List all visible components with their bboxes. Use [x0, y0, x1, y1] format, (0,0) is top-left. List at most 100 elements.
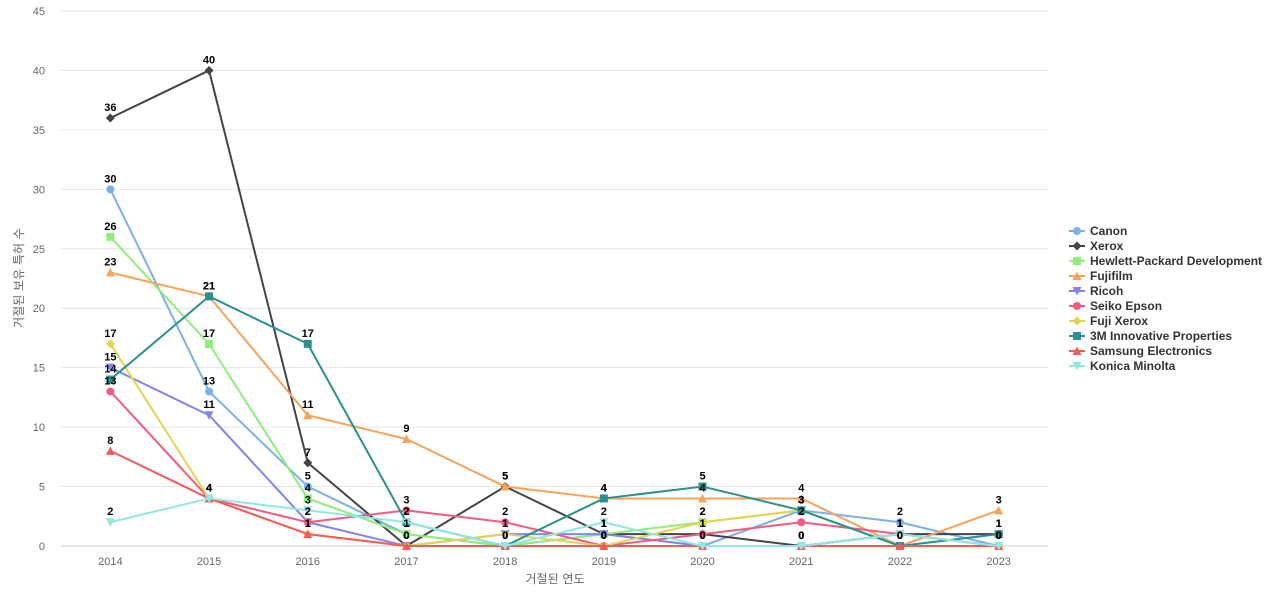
- data-label: 0: [798, 530, 804, 542]
- data-point[interactable]: [204, 411, 214, 420]
- legend-marker: [1072, 241, 1082, 250]
- data-label: 4: [206, 482, 213, 494]
- data-label: 3: [798, 494, 804, 506]
- data-point[interactable]: [303, 506, 313, 515]
- data-point[interactable]: [105, 518, 115, 527]
- data-point[interactable]: [303, 529, 313, 539]
- data-point[interactable]: [698, 482, 707, 491]
- legend-item[interactable]: 3M Innovative Properties: [1068, 328, 1262, 343]
- data-label: 0: [502, 530, 508, 542]
- data-point[interactable]: [402, 530, 411, 539]
- data-label: 0: [403, 530, 409, 542]
- data-label: 0: [897, 530, 903, 542]
- legend-item[interactable]: Seiko Epson: [1068, 298, 1262, 313]
- data-label: 0: [996, 530, 1002, 542]
- data-label: 8: [107, 435, 113, 447]
- data-label: 0: [699, 530, 705, 542]
- legend-item[interactable]: Konica Minolta: [1068, 358, 1262, 373]
- data-point[interactable]: [994, 530, 1003, 539]
- data-point[interactable]: [994, 542, 1004, 551]
- data-point[interactable]: [895, 541, 905, 551]
- data-point[interactable]: [303, 482, 312, 491]
- data-label: 1: [601, 518, 607, 530]
- data-point[interactable]: [205, 339, 214, 348]
- legend-item[interactable]: Canon: [1068, 223, 1262, 238]
- data-label: 1: [601, 518, 607, 530]
- data-point[interactable]: [401, 541, 411, 551]
- data-point[interactable]: [105, 113, 115, 123]
- data-point[interactable]: [106, 375, 115, 384]
- data-point[interactable]: [895, 530, 905, 539]
- data-label: 0: [996, 530, 1002, 542]
- data-point[interactable]: [205, 292, 214, 301]
- data-label: 0: [601, 530, 607, 542]
- data-point[interactable]: [105, 363, 115, 373]
- data-point[interactable]: [599, 494, 608, 503]
- legend-item[interactable]: Fuji Xerox: [1068, 313, 1262, 328]
- data-label: 15: [104, 352, 116, 364]
- data-point[interactable]: [599, 541, 609, 551]
- legend-item[interactable]: Samsung Electronics: [1068, 343, 1262, 358]
- data-label: 14: [104, 364, 117, 376]
- data-point[interactable]: [303, 518, 312, 527]
- data-point[interactable]: [599, 518, 609, 527]
- data-label: 23: [104, 257, 116, 269]
- data-label: 3: [798, 494, 804, 506]
- data-point[interactable]: [106, 232, 115, 241]
- data-point[interactable]: [402, 506, 411, 515]
- data-point[interactable]: [303, 410, 313, 420]
- legend-symbol: [1069, 316, 1085, 325]
- data-point[interactable]: [599, 530, 609, 539]
- data-label: 2: [601, 506, 607, 518]
- data-label: 0: [699, 530, 705, 542]
- data-point[interactable]: [698, 517, 708, 527]
- data-label: 1: [996, 518, 1002, 530]
- data-point[interactable]: [401, 518, 411, 527]
- data-point[interactable]: [401, 434, 411, 444]
- legend-item[interactable]: Xerox: [1068, 238, 1262, 253]
- data-point[interactable]: [895, 518, 904, 527]
- data-label: 0: [699, 530, 705, 542]
- data-point[interactable]: [797, 506, 806, 515]
- data-point[interactable]: [500, 542, 510, 551]
- data-label: 0: [403, 530, 409, 542]
- data-label: 0: [897, 530, 903, 542]
- data-point[interactable]: [500, 482, 510, 491]
- data-point[interactable]: [106, 185, 115, 194]
- data-point[interactable]: [105, 446, 115, 455]
- data-label: 0: [601, 530, 607, 542]
- data-point[interactable]: [698, 530, 707, 539]
- data-point[interactable]: [303, 339, 312, 348]
- legend-marker: [1073, 226, 1081, 235]
- data-point[interactable]: [698, 493, 708, 503]
- data-point[interactable]: [698, 542, 708, 551]
- x-axis-ticks: 2014 2015 2016 2017 2018 2019 2020 2021 2022 2023: [98, 556, 1011, 568]
- data-point[interactable]: [105, 268, 115, 277]
- data-label: 1: [897, 518, 903, 530]
- data-point[interactable]: [796, 493, 806, 503]
- x-tick-label: 2020: [690, 556, 714, 568]
- data-label: 1: [897, 518, 903, 530]
- data-point[interactable]: [204, 65, 214, 75]
- data-label: 0: [502, 530, 508, 542]
- legend-item[interactable]: Hewlett-Packard Development: [1068, 253, 1262, 268]
- data-point[interactable]: [994, 505, 1004, 515]
- legend-label: Canon: [1090, 223, 1128, 238]
- data-point[interactable]: [501, 518, 510, 527]
- data-point[interactable]: [796, 542, 806, 551]
- data-point[interactable]: [204, 494, 214, 503]
- legend-item[interactable]: Ricoh: [1068, 283, 1262, 298]
- data-point[interactable]: [797, 518, 806, 527]
- legend: Canon Xerox Hewlett-Packard Development Fuj…: [1068, 223, 1262, 373]
- y-tick-label: 40: [33, 65, 45, 77]
- data-point[interactable]: [205, 387, 214, 396]
- x-tick-label: 2015: [197, 556, 221, 568]
- data-point[interactable]: [303, 494, 312, 503]
- legend-label: Ricoh: [1090, 283, 1124, 298]
- legend-item[interactable]: Fujifilm: [1068, 268, 1262, 283]
- data-point[interactable]: [106, 387, 115, 396]
- data-point[interactable]: [105, 339, 115, 349]
- y-tick-label: 10: [33, 422, 45, 434]
- data-point[interactable]: [500, 529, 510, 539]
- data-point[interactable]: [303, 458, 313, 468]
